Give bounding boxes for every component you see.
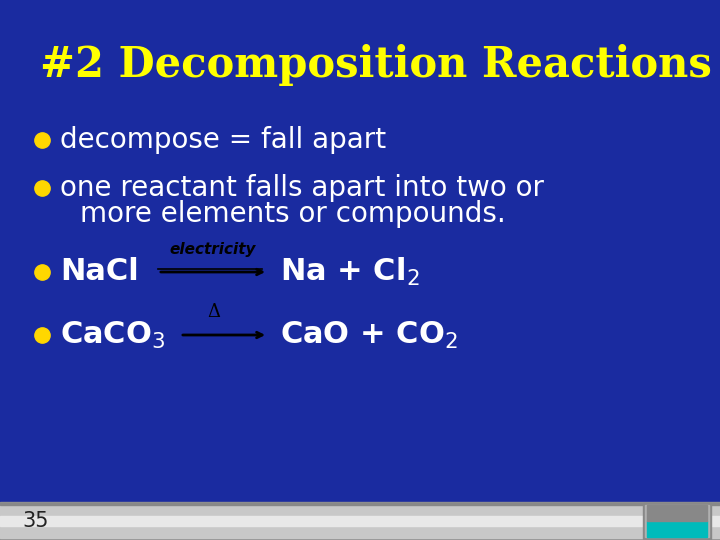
Bar: [647, 505, 707, 521]
Text: CaCO$_3$: CaCO$_3$: [60, 320, 166, 350]
Bar: [645, 505, 709, 537]
Text: #2 Decomposition Reactions: #2 Decomposition Reactions: [40, 44, 712, 86]
Bar: [0, 516, 720, 526]
Text: NaCl: NaCl: [60, 258, 139, 287]
Text: electricity: electricity: [170, 242, 256, 257]
Bar: [643, 503, 711, 539]
Text: decompose = fall apart: decompose = fall apart: [60, 126, 386, 154]
Text: 35: 35: [22, 511, 48, 531]
Bar: [647, 521, 707, 537]
Text: Δ: Δ: [207, 303, 220, 321]
Bar: [0, 504, 720, 538]
Text: CaO + CO$_2$: CaO + CO$_2$: [280, 320, 458, 350]
Text: Na + Cl$_2$: Na + Cl$_2$: [280, 256, 420, 288]
Bar: [0, 502, 720, 540]
Text: one reactant falls apart into two or: one reactant falls apart into two or: [60, 174, 544, 202]
Text: more elements or compounds.: more elements or compounds.: [80, 200, 505, 228]
Bar: [0, 503, 720, 505]
